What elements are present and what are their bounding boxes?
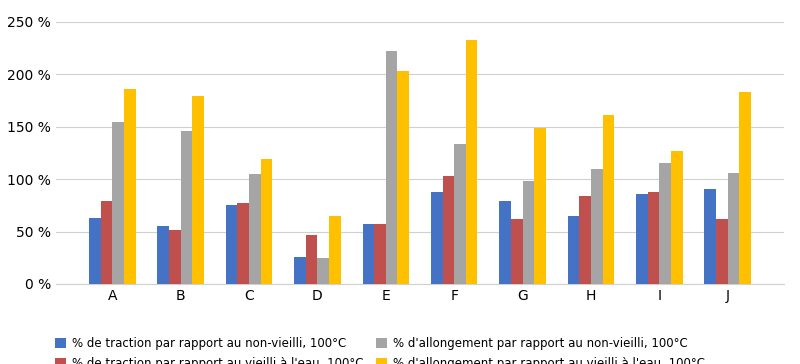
Bar xyxy=(454,145,466,284)
Bar xyxy=(579,196,591,284)
Bar xyxy=(306,235,318,284)
Bar xyxy=(511,219,522,284)
Bar xyxy=(591,169,602,284)
Bar xyxy=(89,218,101,284)
Bar xyxy=(374,224,386,284)
Bar xyxy=(124,89,135,284)
Bar xyxy=(671,151,682,284)
Legend: % de traction par rapport au non-vieilli, 100°C, % de traction par rapport au vi: % de traction par rapport au non-vieilli… xyxy=(54,337,706,364)
Bar xyxy=(705,189,716,284)
Bar xyxy=(398,71,409,284)
Bar xyxy=(442,176,454,284)
Bar xyxy=(716,219,728,284)
Bar xyxy=(466,40,478,284)
Bar xyxy=(522,181,534,284)
Bar xyxy=(294,257,306,284)
Bar xyxy=(329,216,341,284)
Bar xyxy=(181,131,192,284)
Bar xyxy=(648,192,659,284)
Bar xyxy=(386,51,398,284)
Bar xyxy=(101,201,112,284)
Bar xyxy=(192,96,204,284)
Bar xyxy=(431,192,442,284)
Bar xyxy=(499,201,511,284)
Bar xyxy=(568,216,579,284)
Bar xyxy=(249,174,261,284)
Bar xyxy=(636,194,648,284)
Bar xyxy=(659,163,671,284)
Bar xyxy=(226,205,238,284)
Bar xyxy=(318,258,329,284)
Bar xyxy=(261,159,272,284)
Bar xyxy=(728,173,739,284)
Bar xyxy=(534,128,546,284)
Bar xyxy=(112,122,124,284)
Bar xyxy=(739,92,751,284)
Bar xyxy=(169,230,181,284)
Bar xyxy=(362,224,374,284)
Bar xyxy=(602,115,614,284)
Bar xyxy=(238,203,249,284)
Bar xyxy=(158,226,169,284)
